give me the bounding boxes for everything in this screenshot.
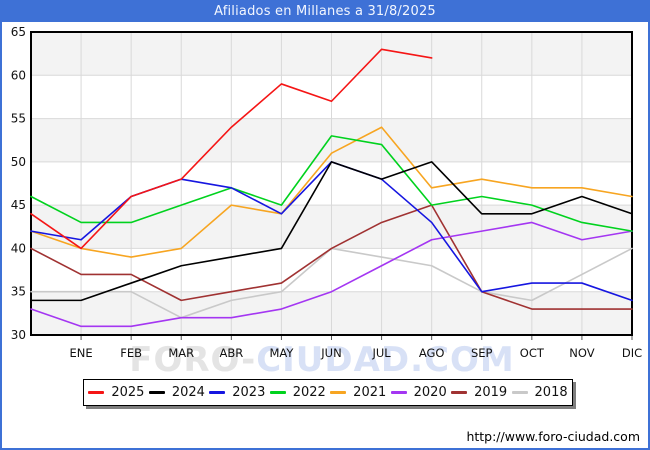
legend-label-2024: 2024: [171, 385, 205, 400]
legend-swatch-2018: [511, 391, 528, 394]
gridlines: [31, 32, 632, 335]
x-tick-label: NOV: [569, 346, 594, 360]
watermark: FORO-CIUDAD.COM: [129, 340, 515, 380]
y-tick-label: 60: [11, 68, 26, 82]
legend: 2025 2024 2023 2022 2021 2020 2019 2018: [83, 379, 573, 406]
legend-swatch-2023: [209, 391, 226, 394]
chart-title: Afiliados en Millanes a 31/8/2025: [214, 4, 436, 19]
legend-item-2021: 2021: [330, 386, 386, 399]
y-tick-label: 40: [11, 241, 26, 255]
legend-label-2018: 2018: [534, 385, 568, 400]
legend-label-2021: 2021: [353, 385, 387, 400]
x-tick-label: MAY: [269, 346, 294, 360]
series-line-2024: [30, 161, 633, 302]
legend-item-2019: 2019: [451, 386, 507, 399]
x-tick-label: JUL: [371, 346, 391, 360]
legend-item-2022: 2022: [269, 385, 326, 400]
legend-swatch-2019: [451, 391, 468, 394]
y-tick-label: 65: [11, 25, 26, 39]
x-tick-label: FEB: [120, 346, 142, 360]
legend-swatch-2022: [269, 391, 286, 394]
footer-url[interactable]: http://www.foro-ciudad.com: [466, 429, 640, 444]
x-tick-label: MAR: [168, 346, 194, 360]
series-line-2020: [30, 221, 633, 328]
series-line-2025: [30, 48, 433, 250]
x-tick-label: JUN: [320, 346, 341, 360]
y-tick-label: 45: [11, 198, 26, 212]
legend-swatch-2024: [148, 391, 165, 394]
title-bar: Afiliados en Millanes a 31/8/2025: [2, 2, 648, 22]
x-tick-label: OCT: [520, 346, 545, 360]
x-tick-label: AGO: [419, 346, 445, 360]
legend-item-2018: 2018: [511, 385, 568, 400]
series-lines: [30, 48, 633, 328]
legend-swatch-2021: [330, 391, 347, 394]
y-tick-label: 30: [11, 328, 26, 342]
legend-label-2020: 2020: [413, 385, 447, 400]
series-line-2019: [30, 204, 633, 310]
y-tick-label: 55: [11, 112, 26, 126]
x-tick-label: ABR: [219, 346, 243, 360]
legend-label-2025: 2025: [111, 385, 145, 400]
series-line-2021: [30, 126, 633, 258]
plot-border: [30, 31, 633, 336]
legend-swatch-2020: [390, 391, 407, 394]
x-tick-label: ENE: [70, 346, 93, 360]
y-axis-labels: 30 35 40 45 50 55 60 65: [11, 25, 26, 342]
legend-swatch-2025: [88, 391, 105, 394]
series-line-2022: [30, 135, 633, 232]
legend-label-2022: 2022: [292, 385, 326, 400]
legend-item-2024: 2024: [148, 385, 205, 400]
legend-item-2020: 2020: [390, 385, 447, 400]
y-tick-label: 50: [11, 155, 26, 169]
y-tick-label: 35: [11, 285, 26, 299]
legend-label-2019: 2019: [474, 385, 508, 400]
x-axis-labels: ENE FEB MAR ABR MAY JUN JUL AGO SEP OCT NOV DIC: [70, 346, 643, 360]
x-tick-label: DIC: [622, 346, 642, 360]
x-tick-label: SEP: [471, 346, 493, 360]
legend-item-2025: 2025: [88, 386, 144, 399]
legend-label-2023: 2023: [232, 385, 266, 400]
legend-item-2023: 2023: [209, 386, 265, 399]
